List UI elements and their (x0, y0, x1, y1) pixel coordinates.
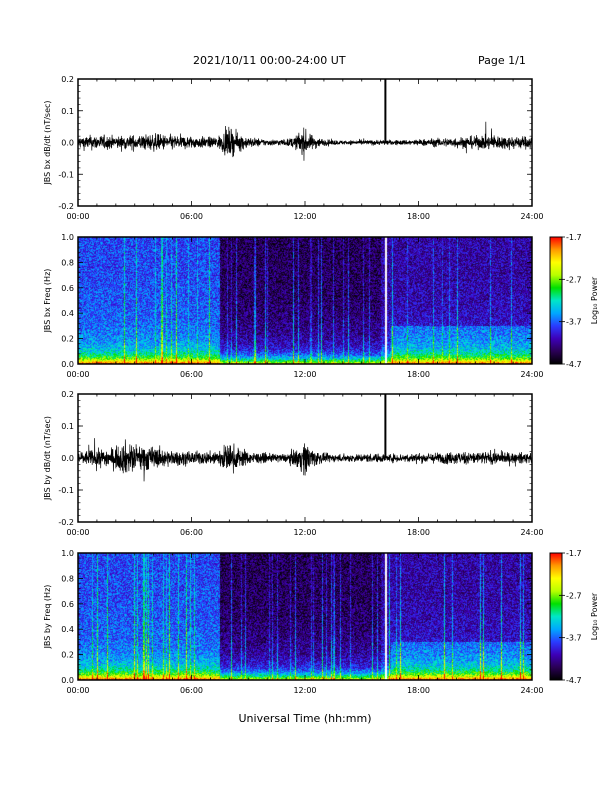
x-tick-label: 18:00 (407, 370, 430, 379)
colorbar-tick-label: -3.7 (566, 634, 582, 643)
x-tick-label: 00:00 (66, 212, 89, 221)
x-tick-label: 06:00 (180, 528, 203, 537)
x-tick-label: 12:00 (293, 370, 316, 379)
bx-timeseries-ylabel: JBS bx dB/dt (nT/sec) (43, 100, 52, 185)
y-tick-label: 0.6 (61, 284, 74, 293)
x-tick-label: 12:00 (293, 212, 316, 221)
date-range-title: 2021/10/11 00:00-24:00 UT (193, 54, 346, 67)
bx-timeseries: 00:00 06:00 12:00 18:00 24:00 -0.2 -0.1 0.0 0.1 0… (43, 75, 544, 221)
x-tick-label: 18:00 (407, 528, 430, 537)
y-tick-label: 0.4 (61, 309, 74, 318)
colorbar-tick-label: -2.7 (566, 275, 582, 284)
by-spectrogram-colorbar-label: Log₁₀ Power (590, 592, 599, 640)
colorbar-tick-label: -1.7 (566, 549, 582, 558)
colorbar-tick-label: -4.7 (566, 360, 582, 369)
x-tick-label: 12:00 (293, 528, 316, 537)
by-timeseries-ylabel: JBS by dB/dt (nT/sec) (43, 416, 52, 501)
y-tick-label: 0.2 (61, 75, 74, 84)
colorbar-tick-label: -3.7 (566, 318, 582, 327)
bx-spectrogram-ylabel: JBS bx Freq (Hz) (43, 269, 52, 334)
y-tick-label: 0.2 (61, 335, 74, 344)
by-spectrogram-image (78, 553, 532, 680)
y-tick-label: 1.0 (61, 233, 74, 242)
bx-spectrogram-canvas (78, 237, 532, 364)
colorbar-tick-label: -1.7 (566, 233, 582, 242)
by-spectrogram-colorbar (549, 552, 563, 681)
colorbar-tick-label: -4.7 (566, 676, 582, 685)
y-tick-label: 0.0 (61, 360, 74, 369)
x-tick-label: 06:00 (180, 212, 203, 221)
x-tick-label: 00:00 (66, 370, 89, 379)
y-tick-label: 0.4 (61, 625, 74, 634)
by-timeseries: 00:00 06:00 12:00 18:00 24:00 -0.2 -0.1 0.0 0.1 0… (43, 390, 544, 537)
y-tick-label: 0.1 (61, 422, 74, 431)
y-tick-label: 1.0 (61, 549, 74, 558)
y-tick-label: -0.1 (58, 170, 74, 179)
y-tick-label: -0.1 (58, 486, 74, 495)
y-tick-label: 0.0 (61, 139, 74, 148)
bx-spectrogram-colorbar-label: Log₁₀ Power (590, 276, 599, 324)
x-tick-label: 24:00 (520, 212, 543, 221)
by-spectrogram-canvas (78, 553, 532, 680)
x-tick-label: 06:00 (180, 370, 203, 379)
y-tick-label: 0.0 (61, 676, 74, 685)
x-tick-label: 00:00 (66, 528, 89, 537)
x-tick-label: 00:00 (66, 686, 89, 695)
x-tick-label: 24:00 (520, 686, 543, 695)
y-tick-label: 0.2 (61, 390, 74, 399)
y-tick-label: 0.8 (61, 574, 74, 583)
by-spectrogram: 00:00 06:00 12:00 18:00 24:00 0.0 0.2 0.4 0.6 0.8… (43, 549, 599, 725)
bx-spectrogram-colorbar (549, 236, 563, 365)
by-timeseries-trace (78, 394, 532, 482)
x-tick-label: 12:00 (293, 686, 316, 695)
x-tick-label: 06:00 (180, 686, 203, 695)
bx-spectrogram-image (78, 237, 532, 364)
x-tick-label: 24:00 (520, 370, 543, 379)
by-spectrogram-ylabel: JBS by Freq (Hz) (43, 585, 52, 650)
y-tick-label: 0.6 (61, 600, 74, 609)
x-axis-title: Universal Time (hh:mm) (239, 712, 372, 725)
y-tick-label: -0.2 (58, 518, 74, 527)
bx-timeseries-trace (78, 79, 532, 161)
colorbar-tick-label: -2.7 (566, 591, 582, 600)
y-tick-label: 0.2 (61, 651, 74, 660)
x-tick-label: 18:00 (407, 686, 430, 695)
page-indicator: Page 1/1 (478, 54, 526, 67)
x-tick-label: 24:00 (520, 528, 543, 537)
y-tick-label: 0.0 (61, 454, 74, 463)
y-tick-label: 0.8 (61, 258, 74, 267)
y-tick-label: -0.2 (58, 202, 74, 211)
bx-spectrogram: 00:00 06:00 12:00 18:00 24:00 0.0 0.2 0.4 0.6 0.8… (43, 233, 599, 379)
y-tick-label: 0.1 (61, 107, 74, 116)
x-tick-label: 18:00 (407, 212, 430, 221)
